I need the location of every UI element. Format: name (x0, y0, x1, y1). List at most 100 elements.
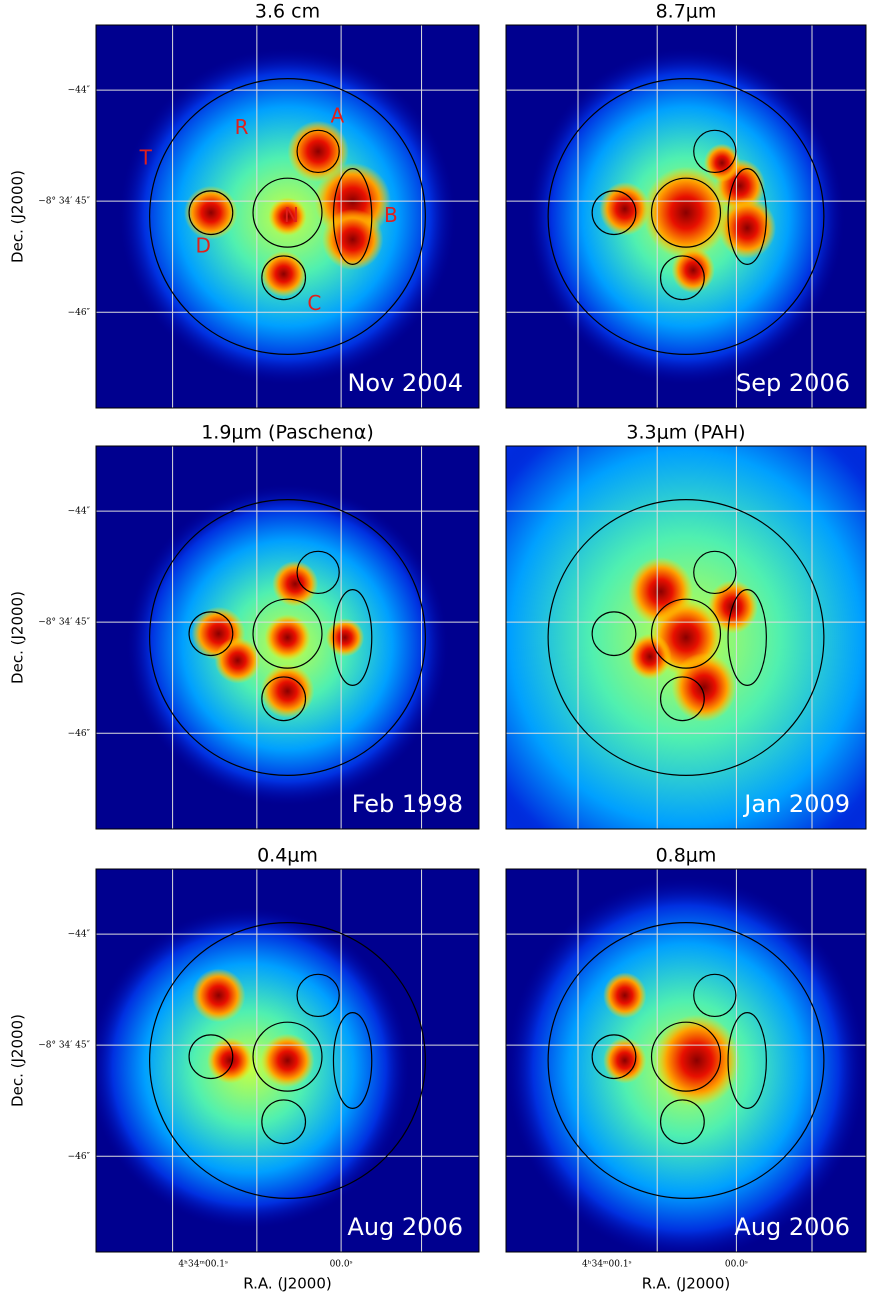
region-label: N (284, 203, 299, 227)
region-label: D (196, 234, 211, 258)
panel-title: 0.8μm (656, 845, 717, 867)
aperture-circle (547, 499, 825, 776)
panel (506, 25, 866, 408)
region-ellipse (727, 589, 767, 686)
panel-frame (95, 868, 480, 1253)
y-tick-label: −44″ (68, 507, 91, 517)
region-circle (591, 611, 637, 657)
region-circle (261, 255, 307, 301)
panel (506, 869, 866, 1252)
region-circle (252, 1021, 323, 1092)
region-ellipse (332, 1012, 373, 1109)
region-circle (188, 611, 234, 657)
epoch-label: Feb 1998 (352, 790, 463, 818)
region-ellipse (727, 168, 767, 265)
x-tick-label: 00.0ˢ (725, 1260, 748, 1270)
x-tick-label: 4ʰ34ᵐ00.1ˢ (582, 1260, 632, 1270)
panel-frame (505, 24, 867, 409)
region-circle (659, 676, 705, 722)
region-ellipse (332, 589, 373, 686)
x-axis-label: R.A. (J2000) (243, 1275, 332, 1293)
panel (506, 446, 866, 829)
panel-title: 3.6 cm (255, 1, 320, 23)
epoch-label: Aug 2006 (734, 1213, 850, 1241)
epoch-label: Aug 2006 (347, 1213, 463, 1241)
region-circle (261, 676, 307, 722)
region-circle (650, 1021, 722, 1092)
epoch-label: Sep 2006 (736, 369, 850, 397)
region-label: A (330, 103, 344, 127)
x-tick-label: 00.0ˢ (330, 1260, 353, 1270)
emission-peak (628, 633, 672, 680)
region-label: T (139, 146, 153, 170)
aperture-circle (149, 499, 426, 776)
region-circle (296, 129, 340, 174)
panel-title: 0.4μm (257, 845, 318, 867)
emission-glow (96, 907, 411, 1229)
y-tick-label: −8° 34′ 45″ (38, 618, 90, 628)
emission-peak (704, 143, 740, 183)
emission-peak (718, 197, 776, 259)
emission-peak (599, 182, 650, 236)
region-label: B (384, 203, 398, 227)
emission-peak (603, 972, 647, 1019)
aperture-circle (547, 78, 825, 355)
region-circle (693, 129, 737, 174)
emission-peak (287, 120, 349, 183)
emission-peak (268, 197, 307, 236)
region-circle (650, 177, 722, 248)
aperture-circle (547, 922, 825, 1199)
panel (96, 446, 479, 829)
emission-peak (272, 560, 319, 607)
emission-peak (325, 618, 365, 657)
emission-peak (191, 968, 246, 1023)
y-axis-label: Dec. (J2000) (9, 170, 27, 263)
y-tick-label: −8° 34′ 45″ (38, 1041, 90, 1051)
emission-peak (207, 1037, 254, 1084)
region-ellipse (332, 168, 373, 265)
region-circle (591, 190, 637, 236)
region-circle (296, 973, 340, 1018)
x-axis-label: R.A. (J2000) (642, 1275, 731, 1293)
panel-title: 8.7μm (656, 1, 717, 23)
panel-frame (505, 445, 867, 830)
region-label: R (235, 115, 249, 139)
epoch-label: Jan 2009 (742, 790, 850, 818)
y-tick-label: −44″ (68, 86, 91, 96)
emission-peak (214, 637, 261, 684)
x-tick-label: 4ʰ34ᵐ00.1ˢ (178, 1260, 228, 1270)
region-circle (659, 255, 705, 301)
aperture-circle (149, 922, 426, 1199)
emission-peak (260, 250, 307, 297)
emission-peak (260, 1033, 315, 1088)
panel (96, 869, 479, 1252)
panel-frame (505, 868, 867, 1253)
panel-title: 1.9μm (Paschenα) (201, 422, 374, 444)
region-circle (693, 550, 737, 595)
region-circle (252, 598, 323, 669)
emission-peak (603, 1037, 647, 1084)
region-circle (591, 1034, 637, 1080)
region-label: C (307, 291, 321, 315)
emission-peak (264, 614, 311, 661)
panel-frame (95, 24, 480, 409)
y-axis-label: Dec. (J2000) (9, 1014, 27, 1107)
y-tick-label: −46″ (68, 308, 91, 318)
y-tick-label: −46″ (68, 1152, 91, 1162)
panel-title: 3.3μm (PAH) (626, 422, 745, 444)
region-circle (659, 1099, 705, 1145)
emission-peak (653, 1014, 740, 1107)
y-axis-label: Dec. (J2000) (9, 591, 27, 684)
emission-peak (321, 208, 384, 271)
region-circle (252, 177, 323, 248)
emission-peak (260, 664, 315, 718)
region-circle (693, 973, 737, 1018)
panel-frame (95, 445, 480, 830)
aperture-circle (149, 78, 426, 355)
region-ellipse (727, 1012, 767, 1109)
epoch-label: Nov 2004 (347, 369, 463, 397)
region-circle (261, 1099, 307, 1145)
emission-peak (671, 652, 737, 722)
panel (96, 25, 479, 408)
